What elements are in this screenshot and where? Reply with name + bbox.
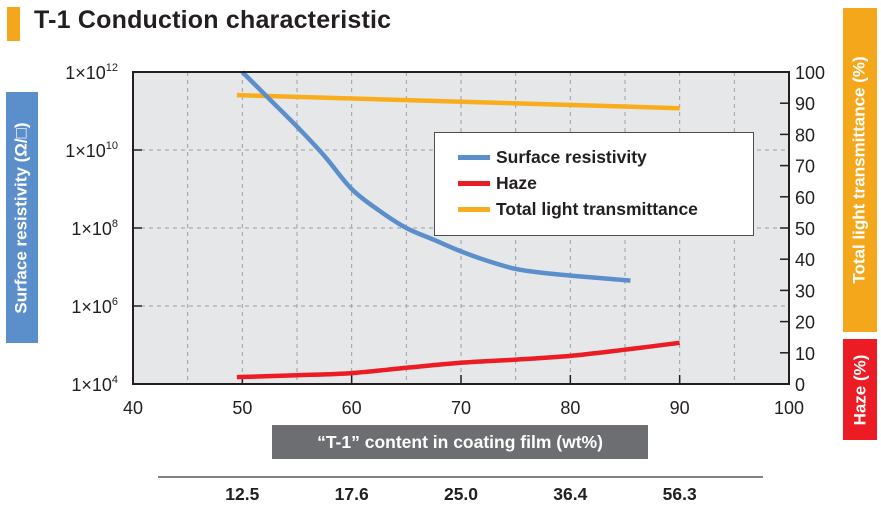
- y-right-tick-label: 50: [795, 219, 815, 239]
- y-right-tick-label: 20: [795, 313, 815, 333]
- y-left-tick-label: 1×1012: [65, 62, 118, 83]
- x-tick-label: 40: [123, 398, 143, 418]
- y-left-tick-label: 1×1010: [65, 140, 118, 161]
- chart-title: T-1 Conduction characteristic: [34, 6, 392, 34]
- x-tick-label: 100: [774, 398, 804, 418]
- y-right-tick-label: 90: [795, 94, 815, 114]
- y-left-tick-label: 1×106: [71, 296, 118, 317]
- y-right-tick-label: 40: [795, 250, 815, 270]
- series-line-surface-resistivity: [240, 70, 631, 283]
- legend-item-haze: Haze: [435, 173, 537, 194]
- legend-swatch-surface-resistivity: [458, 155, 490, 160]
- series-line-transmittance: [236, 92, 680, 111]
- x-tick-label: 90: [670, 398, 690, 418]
- tick-labels: 40 50 60 70 80 90 1001×10121×10101×1081×1061×1…: [65, 62, 825, 418]
- legend-item-transmittance: Total light transmittance: [435, 199, 698, 220]
- y-right-tick-label: 60: [795, 188, 815, 208]
- x-axis-label: “T-1” content in coating film (wt%): [272, 425, 648, 459]
- plot-frame: [132, 71, 790, 385]
- secondary-x-value: 25.0: [443, 484, 479, 504]
- legend-swatch-haze: [458, 181, 490, 186]
- x-tick-label: 50: [232, 398, 252, 418]
- legend-label-transmittance: Total light transmittance: [496, 199, 698, 219]
- series-line-haze: [236, 340, 680, 380]
- legend-item-surface-resistivity: Surface resistivity: [435, 147, 647, 168]
- y-left-tick-label: 1×104: [71, 374, 118, 395]
- y-right-tick-label: 0: [795, 375, 805, 395]
- y-right-tick-label: 70: [795, 157, 815, 177]
- left-axis-label-box: Surface resistivity (Ω/□): [6, 92, 38, 343]
- legend-label-haze: Haze: [496, 173, 537, 193]
- title-accent-bar: [7, 7, 20, 41]
- x-tick-label: 60: [342, 398, 362, 418]
- secondary-x-value: 12.5: [225, 484, 260, 504]
- legend-swatch-transmittance: [458, 207, 490, 212]
- secondary-x-value: 56.3: [662, 484, 697, 504]
- y-right-tick-label: 80: [795, 125, 815, 145]
- legend-label-surface-resistivity: Surface resistivity: [496, 147, 647, 167]
- right-axis-haze-label-box: Haze (%): [843, 339, 877, 440]
- y-left-tick-label: 1×108: [71, 218, 118, 239]
- y-right-tick-label: 10: [795, 344, 815, 364]
- series-lines: [236, 70, 680, 380]
- x-tick-label: 70: [451, 398, 471, 418]
- secondary-x-value: 36.4: [553, 484, 588, 504]
- x-tick-label: 80: [560, 398, 580, 418]
- y-right-tick-label: 30: [795, 281, 815, 301]
- right-axis-transmittance-label-box: Total light transmittance (%): [843, 8, 877, 332]
- y-right-tick-label: 100: [795, 63, 825, 83]
- secondary-row-divider: [158, 476, 763, 478]
- legend: Surface resistivity Haze Total light tra…: [434, 132, 754, 236]
- secondary-x-value: 17.6: [334, 484, 369, 504]
